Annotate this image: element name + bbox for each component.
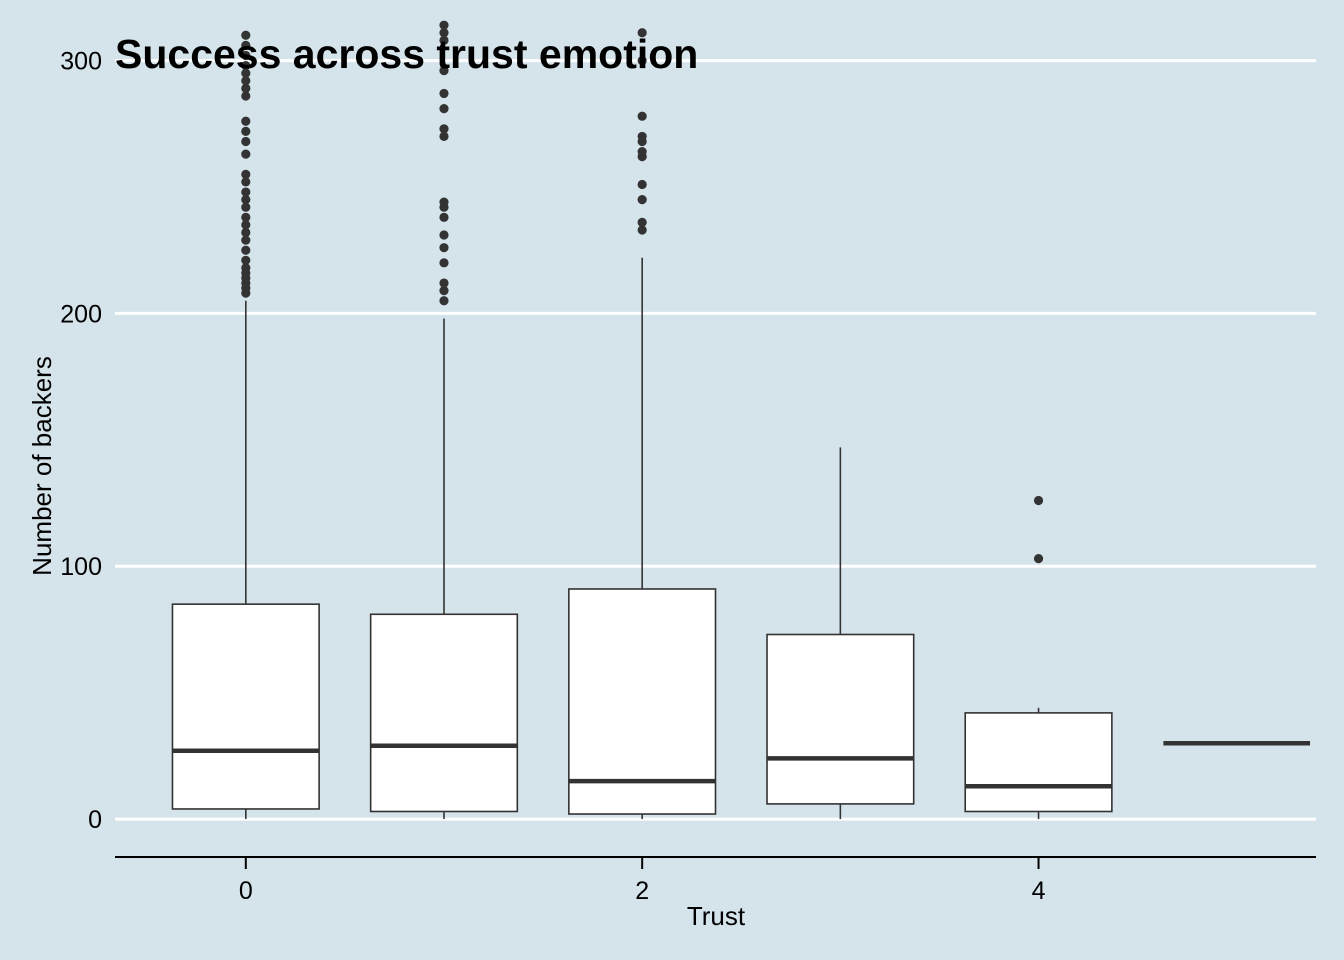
outlier-point [241,177,251,187]
outlier-point [439,296,449,306]
outlier-point [1033,495,1044,506]
outlier-point [439,230,449,240]
y-axis-title: Number of backers [27,356,57,576]
outlier-point [637,111,647,121]
outlier-point [1033,554,1044,564]
outlier-point [241,116,251,126]
box-group-2 [568,28,717,820]
outlier-point [241,50,251,61]
box-group-0 [171,30,320,820]
outlier-point [241,220,251,230]
chart-title: Success across trust emotion [115,31,698,77]
boxes [171,20,1311,820]
outlier-point [637,195,647,205]
box-iqr [568,588,717,815]
y-tick-label-0: 0 [88,806,102,834]
outlier-point [637,217,647,227]
box-group-3 [766,447,915,820]
outlier-point [241,245,251,255]
outlier-point [241,76,251,86]
grid-lines [115,59,1316,821]
outlier-point [439,243,449,253]
y-tick-label-100: 100 [60,553,102,581]
box-group-1 [369,20,519,820]
outlier-point [637,55,647,66]
box-iqr [766,633,915,805]
outlier-point [241,263,251,273]
outlier-point [241,68,251,78]
outlier-point [637,179,647,190]
outlier-point [241,195,251,205]
outlier-point [637,225,647,235]
outlier-point [439,88,449,99]
outlier-point [241,30,251,40]
outlier-point [439,124,449,134]
outlier-point [241,126,251,136]
outlier-point [241,40,251,50]
outlier-point [439,35,449,45]
outlier-point [439,278,449,288]
outlier-point [241,235,251,245]
outlier-point [637,131,647,142]
outlier-point [439,258,449,268]
y-tick-label-300: 300 [60,48,102,76]
outlier-point [241,212,251,222]
outlier-point [241,136,251,147]
outlier-point [439,131,449,142]
x-tick-label-4: 4 [1032,877,1046,905]
outlier-point [241,169,251,179]
outlier-point [241,187,251,197]
x-tick-label-0: 0 [239,877,253,905]
outlier-point [439,104,449,114]
outlier-point [241,91,251,101]
outlier-point [439,20,449,30]
outlier-point [637,146,647,157]
outlier-point [439,286,449,296]
outlier-point [637,28,647,38]
outlier-point [439,66,449,76]
outlier-point [241,83,251,93]
outlier-point [439,28,449,38]
box-iqr [369,613,519,813]
outlier-point [439,197,449,207]
outlier-point [241,61,251,71]
x-axis-title: Trust [687,901,746,931]
outlier-point [439,212,449,222]
outlier-point [241,255,251,265]
box-group-4 [964,495,1113,820]
box-iqr [171,603,320,810]
outlier-point [241,202,251,212]
axes: 0 2 4 0 100 200 300 [60,48,1316,905]
x-tick-label-2: 2 [635,877,649,905]
box-iqr [964,712,1113,813]
y-tick-label-200: 200 [60,300,102,328]
outlier-point [241,227,251,238]
outlier-point [241,149,251,159]
